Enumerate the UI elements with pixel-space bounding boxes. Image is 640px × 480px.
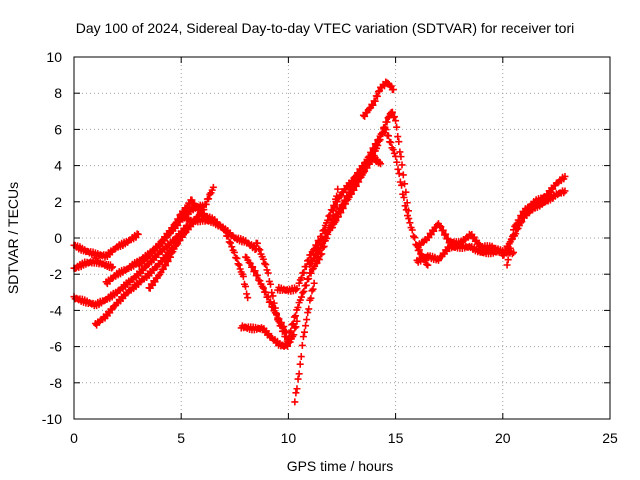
x-tick-label: 5 — [177, 430, 185, 446]
y-tick-label: 8 — [54, 85, 62, 101]
y-axis-label: SDTVAR / TECUs — [5, 182, 21, 294]
data-point-markers — [499, 187, 569, 259]
series-track-12 — [252, 239, 292, 347]
data-point-markers — [503, 172, 569, 269]
data-point-markers — [188, 198, 260, 253]
y-tick-label: -8 — [50, 375, 63, 391]
series-track-7 — [145, 230, 185, 292]
y-tick-label: -6 — [50, 339, 63, 355]
series-track-19 — [359, 78, 397, 120]
x-tick-label: 20 — [495, 430, 511, 446]
y-tick-label: 6 — [54, 121, 62, 137]
chart-title: Day 100 of 2024, Sidereal Day-to-day VTE… — [76, 20, 575, 36]
data-point-markers — [145, 230, 185, 292]
series-track-23 — [503, 172, 569, 269]
data-point-markers — [327, 108, 412, 232]
series-track-22 — [499, 187, 569, 259]
data-point-markers — [252, 239, 292, 347]
y-tick-label: 2 — [54, 194, 62, 210]
series-track-13 — [274, 283, 301, 295]
data-point-markers — [306, 124, 432, 269]
series-track-9 — [188, 198, 260, 253]
data-point-markers — [413, 242, 507, 266]
x-axis-label: GPS time / hours — [287, 458, 394, 474]
y-tick-label: -2 — [50, 266, 63, 282]
data-marks — [70, 78, 569, 406]
data-point-markers — [274, 283, 301, 295]
x-tick-labels: 0 5 10 15 20 25 — [70, 430, 618, 446]
y-tick-label: 0 — [54, 230, 62, 246]
x-tick-label: 15 — [388, 430, 404, 446]
y-tick-labels: -10 -8 -6 -4 -2 0 2 4 6 8 10 — [42, 49, 62, 427]
series-track-14 — [291, 279, 318, 406]
data-point-markers — [291, 279, 318, 406]
series-track-18 — [327, 108, 412, 232]
y-tick-label: -10 — [42, 411, 62, 427]
x-tick-label: 10 — [281, 430, 297, 446]
y-tick-label: 4 — [54, 158, 62, 174]
data-point-markers — [359, 78, 397, 120]
y-tick-label: 10 — [46, 49, 62, 65]
series-track-21 — [413, 242, 507, 266]
x-tick-label: 25 — [602, 430, 618, 446]
y-tick-label: -4 — [50, 302, 63, 318]
x-tick-label: 0 — [70, 430, 78, 446]
series-track-17 — [306, 124, 432, 269]
axis-ticks — [73, 56, 611, 420]
